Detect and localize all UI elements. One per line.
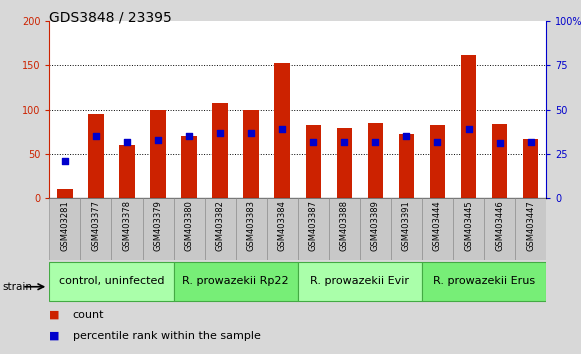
Text: R. prowazekii Evir: R. prowazekii Evir [310, 276, 410, 286]
Bar [88, 114, 104, 198]
Bar [422, 262, 546, 301]
Point [91, 133, 101, 139]
Text: GSM403444: GSM403444 [433, 200, 442, 251]
Bar [336, 128, 352, 198]
Text: GSM403377: GSM403377 [91, 200, 101, 251]
Bar [368, 123, 383, 198]
Text: strain: strain [3, 282, 33, 292]
Point [309, 139, 318, 144]
Bar [430, 125, 445, 198]
Bar [297, 262, 422, 301]
Point [246, 130, 256, 136]
Text: GSM403378: GSM403378 [123, 200, 131, 251]
Text: R. prowazekii Rp22: R. prowazekii Rp22 [182, 276, 289, 286]
Bar [267, 198, 297, 260]
Bar [484, 198, 515, 260]
Bar [174, 198, 205, 260]
Text: GSM403388: GSM403388 [340, 200, 349, 251]
Bar [112, 198, 142, 260]
Text: control, uninfected: control, uninfected [59, 276, 164, 286]
Point [340, 139, 349, 144]
Bar [297, 198, 329, 260]
Bar [461, 55, 476, 198]
Text: ■: ■ [49, 331, 60, 341]
Text: GSM403387: GSM403387 [309, 200, 318, 251]
Point [184, 133, 193, 139]
Bar [80, 198, 112, 260]
Text: GSM403447: GSM403447 [526, 200, 535, 251]
Bar [236, 198, 267, 260]
Bar [515, 198, 546, 260]
Bar [49, 198, 80, 260]
Bar [49, 262, 174, 301]
Bar [391, 198, 422, 260]
Bar [181, 136, 197, 198]
Bar [119, 145, 135, 198]
Text: GSM403446: GSM403446 [495, 200, 504, 251]
Bar [399, 133, 414, 198]
Text: GSM403445: GSM403445 [464, 200, 473, 251]
Point [433, 139, 442, 144]
Point [371, 139, 380, 144]
Text: GSM403379: GSM403379 [153, 200, 163, 251]
Point [464, 126, 473, 132]
Text: GDS3848 / 23395: GDS3848 / 23395 [49, 11, 172, 25]
Bar [360, 198, 391, 260]
Text: count: count [73, 310, 104, 320]
Text: GSM403380: GSM403380 [185, 200, 193, 251]
Point [60, 158, 70, 164]
Point [402, 133, 411, 139]
Text: GSM403383: GSM403383 [247, 200, 256, 251]
Point [495, 141, 504, 146]
Point [153, 137, 163, 143]
Text: GSM403281: GSM403281 [60, 200, 69, 251]
Text: ■: ■ [49, 310, 60, 320]
Bar [205, 198, 236, 260]
Text: percentile rank within the sample: percentile rank within the sample [73, 331, 260, 341]
Point [278, 126, 287, 132]
Bar [142, 198, 174, 260]
Bar [422, 198, 453, 260]
Text: R. prowazekii Erus: R. prowazekii Erus [433, 276, 535, 286]
Point [526, 139, 535, 144]
Bar [523, 139, 539, 198]
Bar [306, 125, 321, 198]
Bar [492, 124, 507, 198]
Bar [453, 198, 484, 260]
Text: GSM403389: GSM403389 [371, 200, 380, 251]
Bar [329, 198, 360, 260]
Bar [57, 189, 73, 198]
Text: GSM403382: GSM403382 [216, 200, 225, 251]
Bar [150, 110, 166, 198]
Bar [213, 103, 228, 198]
Text: GSM403391: GSM403391 [402, 200, 411, 251]
Point [123, 139, 132, 144]
Bar [274, 63, 290, 198]
Point [216, 130, 225, 136]
Text: GSM403384: GSM403384 [278, 200, 287, 251]
Bar [174, 262, 298, 301]
Bar [243, 110, 259, 198]
